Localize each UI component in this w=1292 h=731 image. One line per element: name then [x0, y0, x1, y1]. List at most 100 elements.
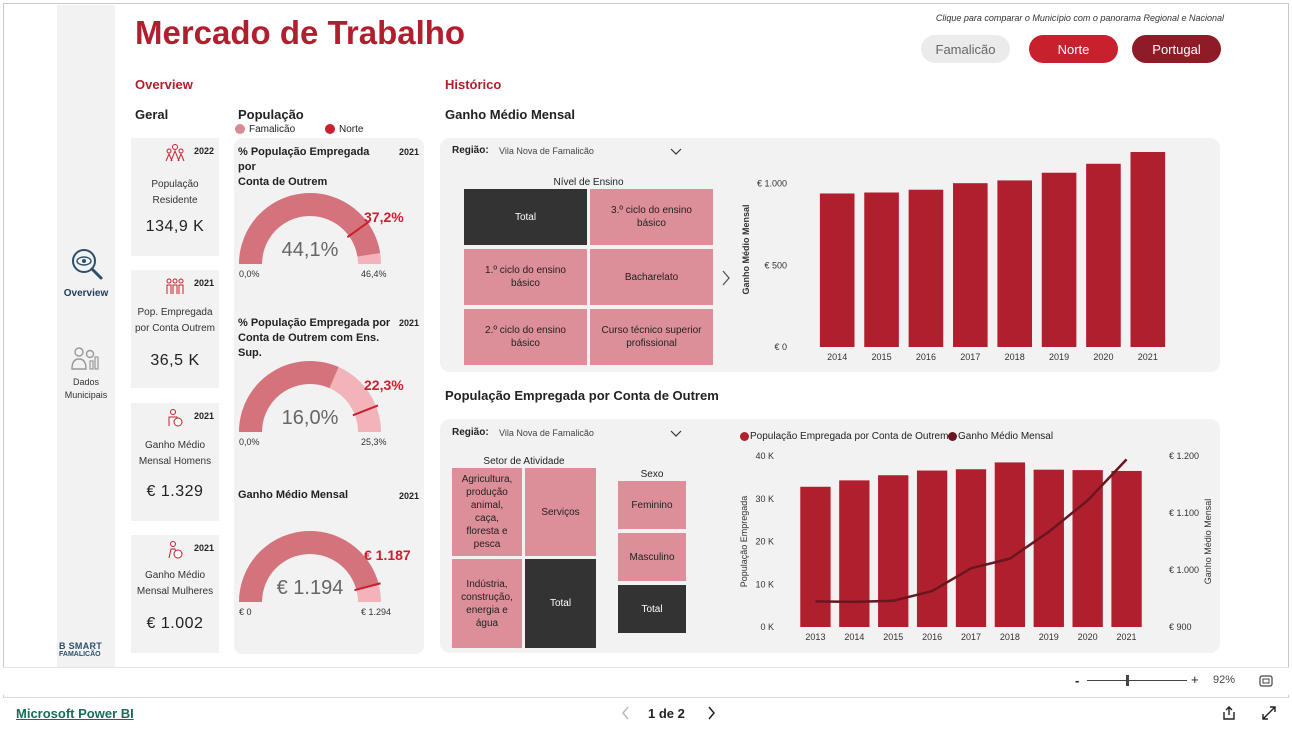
kpi-card-ganho-mulheres: 2021 Ganho Médio Mensal Mulheres € 1.002 — [131, 535, 219, 653]
gauge-1: 44,1% 37,2% 0,0% 46,4% — [239, 192, 404, 279]
setor-tile[interactable]: Total — [525, 559, 596, 648]
gauge-1-title-line-1: % População Empregada por — [238, 146, 370, 173]
populacao-legend: Famalicão Norte — [235, 123, 435, 137]
chart-bar[interactable] — [953, 183, 988, 347]
chart-y-right-tick-label: € 1.200 — [1169, 451, 1199, 461]
gauge-target-marker — [346, 220, 370, 238]
chart-x-tick-label: 2021 — [1138, 352, 1158, 362]
nav-overview-label: Overview — [63, 288, 109, 299]
kpi-label-1: População — [151, 179, 199, 190]
fit-page-icon[interactable] — [1259, 675, 1273, 687]
chart-bar[interactable] — [800, 486, 831, 627]
combo-legend: População Empregada por Conta de Outrem … — [740, 430, 1100, 444]
bsmart-logo: B SMART FAMALICÃO — [59, 641, 115, 665]
chart-bar[interactable] — [955, 469, 987, 627]
powerbi-link[interactable]: Microsoft Power BI — [16, 706, 134, 721]
chart-bar[interactable] — [1033, 469, 1064, 627]
zoom-in-button[interactable]: + — [1191, 672, 1199, 687]
chevron-right-icon[interactable] — [721, 270, 731, 286]
compare-button-portugal[interactable]: Portugal — [1132, 35, 1221, 63]
regiao-label: Região: — [452, 427, 489, 438]
nivel-tile[interactable]: Curso técnico superior profissional — [590, 309, 713, 365]
zoom-slider-thumb[interactable] — [1125, 675, 1129, 686]
legend-dot-famalicao — [235, 124, 245, 134]
legend-label-famalicao: Famalicão — [249, 124, 296, 135]
chart-bar[interactable] — [997, 180, 1032, 347]
gauge-2-title: % População Empregada por Conta de Outrem… — [238, 316, 398, 361]
sexo-tile[interactable]: Feminino — [618, 481, 686, 529]
zoom-bar: - + 92% — [3, 667, 1289, 695]
nivel-tile[interactable]: 3.º ciclo do ensino básico — [590, 189, 713, 245]
gauge-value-arc — [239, 361, 339, 432]
kpi-year: 2021 — [193, 411, 214, 421]
nivel-tile[interactable]: 1.º ciclo do ensino básico — [464, 249, 587, 305]
people-chart-icon — [71, 347, 99, 370]
chart-bar[interactable] — [878, 475, 909, 627]
regiao-value: Vila Nova de Famalicão — [499, 428, 594, 438]
compare-button-famalicao[interactable]: Famalicão — [921, 35, 1010, 63]
kpi-year: 2021 — [193, 278, 214, 288]
kpi-value: € 1.002 — [146, 615, 204, 632]
chart-bar[interactable] — [916, 470, 948, 627]
chart-bar[interactable] — [1111, 470, 1142, 627]
chart-bar[interactable] — [1041, 172, 1077, 347]
gauge-min-label: 0,0% — [239, 437, 260, 447]
kpi-value: 134,9 K — [145, 218, 205, 235]
nav-dados-label-2: Municipais — [64, 390, 108, 400]
compare-button-norte[interactable]: Norte — [1029, 35, 1118, 63]
setor-tile[interactable]: Serviços — [525, 468, 596, 556]
share-icon[interactable] — [1221, 705, 1237, 721]
sexo-tile[interactable]: Masculino — [618, 533, 686, 581]
fullscreen-icon[interactable] — [1261, 705, 1277, 721]
chart-bar[interactable] — [839, 480, 870, 627]
chart-bar[interactable] — [1130, 152, 1166, 347]
regiao-value: Vila Nova de Famalicão — [499, 146, 594, 156]
legend-dot-norte — [325, 124, 335, 134]
setor-tile[interactable]: Indústria, construção, energia e água — [452, 559, 522, 648]
logo-line-1: B SMART — [59, 641, 103, 651]
chart-y-tick-label: € 0 — [774, 342, 787, 352]
nivel-tile[interactable]: Total — [464, 189, 587, 245]
sexo-tile[interactable]: Total — [618, 585, 686, 633]
chart-x-tick-label: 2016 — [916, 352, 936, 362]
legend-label-ganho: Ganho Médio Mensal — [958, 431, 1054, 442]
kpi-card-populacao-residente: 2022 População Residente 134,9 K — [131, 138, 219, 256]
gauge-2-title-line-2: Conta de Outrem com Ens. Sup. — [238, 332, 380, 359]
ganho-title: Ganho Médio Mensal — [445, 107, 576, 122]
nav-dados-municipais[interactable]: Dados Municipais — [57, 345, 115, 405]
chart-x-tick-label: 2018 — [1000, 632, 1020, 642]
nivel-tile[interactable]: Bacharelato — [590, 249, 713, 305]
chart-bar[interactable] — [864, 192, 899, 347]
setor-tile[interactable]: Agricultura, produção animal, caça, flor… — [452, 468, 522, 556]
nivel-tile[interactable]: 2.º ciclo do ensino básico — [464, 309, 587, 365]
gauge-1-year: 2021 — [399, 147, 420, 157]
chevron-right-icon[interactable] — [706, 706, 716, 720]
gauge-max-label: 46,4% — [361, 269, 387, 279]
chart-x-tick-label: 2017 — [960, 352, 980, 362]
compare-hint: Clique para comparar o Município com o p… — [935, 13, 1224, 23]
gauge-target-label: 37,2% — [364, 209, 404, 225]
regiao-filter-1[interactable]: Região: Vila Nova de Famalicão — [452, 145, 687, 160]
chart-x-tick-label: 2015 — [883, 632, 903, 642]
chart-x-tick-label: 2017 — [961, 632, 981, 642]
chart-bar[interactable] — [1086, 163, 1121, 347]
gauge-value-label: € 1.194 — [277, 577, 344, 599]
chart-bar[interactable] — [819, 193, 855, 347]
gauge-value-label: 44,1% — [282, 239, 339, 261]
chart-y-tick-label: 20 K — [755, 537, 774, 547]
gauge-3-title: Ganho Médio Mensal — [238, 489, 349, 501]
zoom-out-button[interactable]: - — [1075, 673, 1080, 688]
chevron-left-icon[interactable] — [621, 706, 631, 720]
regiao-filter-2[interactable]: Região: Vila Nova de Famalicão — [452, 427, 687, 442]
pop-empregada-combo-chart: População Empregada Ganho Médio Mensal 0 K… — [739, 451, 1213, 642]
chart-bar[interactable] — [994, 462, 1026, 627]
chart-x-tick-label: 2019 — [1039, 632, 1059, 642]
chart-bar[interactable] — [908, 189, 944, 347]
zoom-slider[interactable] — [1087, 675, 1187, 686]
gauge-3: € 1.194 € 1.187 € 0 € 1.294 — [239, 531, 411, 617]
nav-overview[interactable]: Overview — [57, 245, 115, 305]
compare-button-famalicao-label: Famalicão — [935, 41, 996, 57]
gauge-min-label: € 0 — [239, 607, 252, 617]
gauge-min-label: 0,0% — [239, 269, 260, 279]
chart-bar[interactable] — [1072, 470, 1103, 627]
